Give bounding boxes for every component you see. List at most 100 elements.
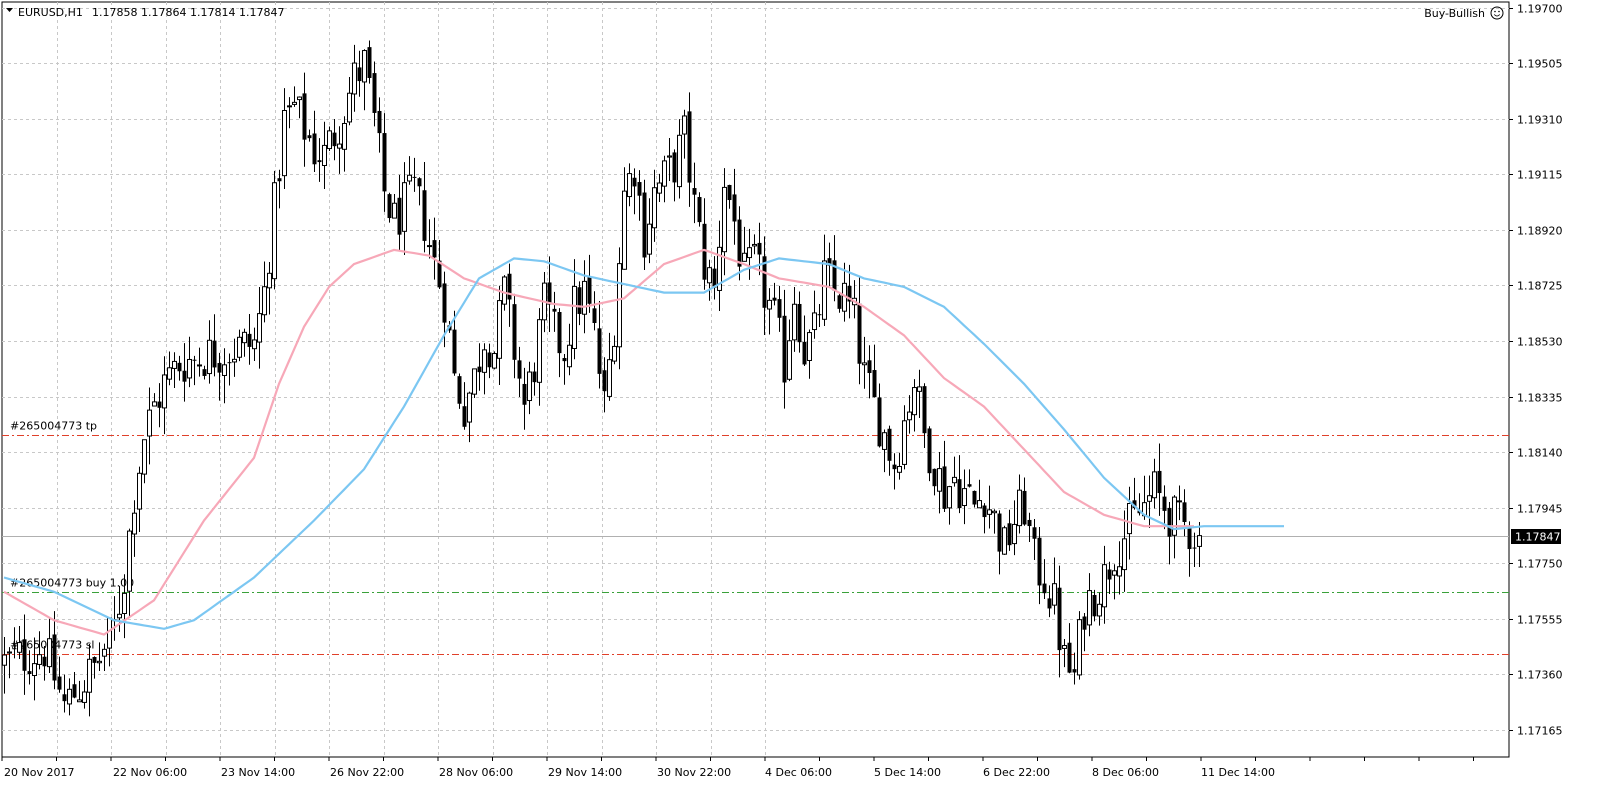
candle xyxy=(742,226,747,262)
candle xyxy=(917,369,922,419)
candle xyxy=(337,126,342,174)
candle xyxy=(317,138,322,182)
candle xyxy=(957,455,962,514)
candle xyxy=(492,351,497,370)
candle xyxy=(982,503,987,534)
candle xyxy=(22,614,27,695)
candle xyxy=(162,356,167,435)
candle xyxy=(42,645,47,681)
y-tick-label: 1.19115 xyxy=(1517,169,1563,182)
candle xyxy=(1117,541,1122,595)
smiley-icon[interactable] xyxy=(1490,6,1504,20)
candle xyxy=(702,198,707,290)
candle xyxy=(992,509,997,534)
candle xyxy=(72,671,77,699)
candle xyxy=(367,40,372,84)
candle xyxy=(782,289,787,409)
candle xyxy=(687,92,692,207)
candle xyxy=(437,239,442,289)
level-label-entry: #265004773 buy 1.00 xyxy=(10,577,134,590)
candle xyxy=(207,320,212,384)
y-tick-label: 1.19505 xyxy=(1517,58,1563,71)
candle xyxy=(657,173,662,203)
candle xyxy=(357,50,362,97)
candle xyxy=(102,643,107,671)
y-tick-label: 1.18140 xyxy=(1517,447,1563,460)
candle xyxy=(507,263,512,327)
candle xyxy=(187,336,192,388)
candle xyxy=(887,425,892,476)
candle xyxy=(422,161,427,253)
candle xyxy=(182,343,187,402)
candle xyxy=(717,220,722,312)
symbol-dropdown-icon[interactable] xyxy=(6,8,13,12)
candle xyxy=(2,637,7,694)
candle xyxy=(1077,611,1082,680)
candle xyxy=(977,479,982,509)
candle xyxy=(1037,526,1042,605)
candle xyxy=(382,113,387,212)
candle xyxy=(872,344,877,398)
candle xyxy=(652,169,657,242)
candle xyxy=(692,162,697,224)
candle xyxy=(892,453,897,490)
candle xyxy=(942,440,947,513)
candle xyxy=(32,637,37,701)
candle xyxy=(262,261,267,323)
candle xyxy=(27,650,32,685)
x-tick-label: 29 Nov 14:00 xyxy=(548,766,622,779)
candle xyxy=(1047,585,1052,618)
candle xyxy=(587,254,592,313)
candle xyxy=(597,301,602,389)
candle xyxy=(177,355,182,381)
candle xyxy=(662,155,667,203)
candle xyxy=(727,184,732,209)
candle xyxy=(397,174,402,252)
candle xyxy=(862,336,867,389)
level-label-tp: #265004773 tp xyxy=(10,420,97,433)
candle xyxy=(1097,592,1102,626)
candle xyxy=(272,170,277,290)
candle xyxy=(82,680,87,709)
candle xyxy=(1017,474,1022,534)
candle xyxy=(37,631,42,670)
expert-name[interactable]: Buy-Bullish xyxy=(1424,7,1485,20)
candle xyxy=(647,198,652,264)
candle xyxy=(1027,512,1032,543)
candle xyxy=(1162,485,1167,530)
candle xyxy=(402,162,407,256)
x-tick-label: 28 Nov 06:00 xyxy=(439,766,513,779)
candle xyxy=(792,287,797,352)
svg-text:1.17847: 1.17847 xyxy=(1515,531,1561,544)
candle xyxy=(1067,623,1072,674)
candle xyxy=(157,383,162,428)
candle xyxy=(1002,525,1007,555)
candle xyxy=(672,149,677,202)
candle xyxy=(332,119,337,161)
candle xyxy=(257,287,262,369)
candle xyxy=(752,234,757,255)
candle xyxy=(232,338,237,377)
candle xyxy=(817,304,822,327)
x-tick-label: 8 Dec 06:00 xyxy=(1092,766,1159,779)
candle xyxy=(592,291,597,331)
candle xyxy=(87,643,92,717)
candle xyxy=(77,680,82,703)
candle xyxy=(417,177,422,206)
candle xyxy=(62,674,67,713)
candle xyxy=(552,291,557,332)
y-tick-label: 1.17945 xyxy=(1517,503,1563,516)
candle xyxy=(487,343,492,379)
candle xyxy=(677,119,682,199)
candle xyxy=(302,72,307,167)
candle xyxy=(922,383,927,449)
candle xyxy=(1042,559,1047,599)
y-tick-label: 1.17750 xyxy=(1517,558,1563,571)
candle xyxy=(392,193,397,219)
current-price-badge: 1.17847 xyxy=(1511,529,1561,544)
candle xyxy=(757,222,762,276)
candle xyxy=(737,206,742,281)
candle xyxy=(522,367,527,430)
candle xyxy=(242,328,247,357)
